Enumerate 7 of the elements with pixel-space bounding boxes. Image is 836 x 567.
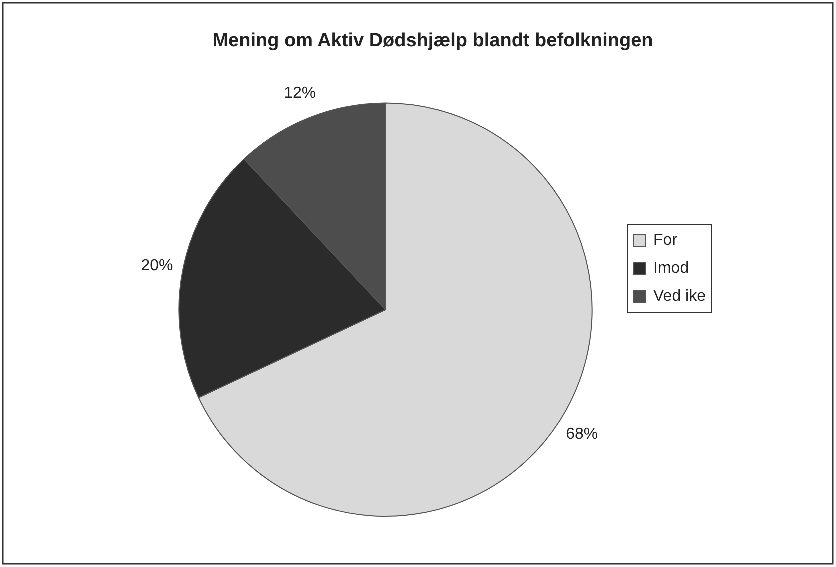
chart-title: Mening om Aktiv Dødshjælp blandt befolkningen bbox=[212, 30, 654, 52]
data-label: 12% bbox=[284, 85, 316, 102]
legend-label: For bbox=[654, 232, 678, 249]
legend-label: Imod bbox=[654, 260, 690, 277]
data-label: 68% bbox=[566, 426, 598, 443]
data-label: 20% bbox=[141, 258, 174, 275]
legend-label: Ved ike bbox=[654, 288, 706, 305]
